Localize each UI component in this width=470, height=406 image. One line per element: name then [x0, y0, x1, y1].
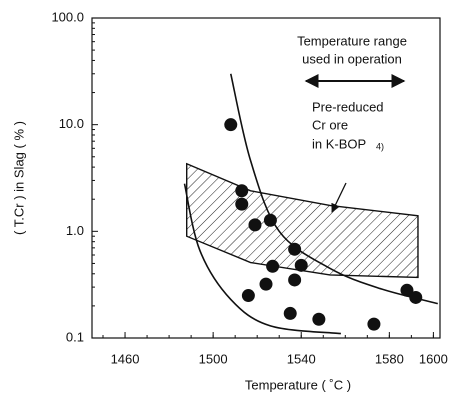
x-tick-label: 1540: [287, 351, 316, 366]
x-tick-label: 1500: [199, 351, 228, 366]
x-tick-label: 1460: [111, 351, 140, 366]
y-axis-label: ( T.Cr ) in Slag ( % ): [11, 121, 26, 235]
y-tick-label: 10.0: [59, 116, 84, 131]
data-point: [248, 218, 262, 232]
data-point: [367, 317, 381, 331]
annotation: used in operation: [302, 51, 402, 66]
data-point: [266, 259, 280, 273]
data-point: [241, 289, 255, 303]
annotation: Cr ore: [312, 117, 348, 132]
x-axis-label: Temperature ( ˚C ): [245, 377, 351, 392]
y-tick-label: 1.0: [66, 223, 84, 238]
data-point: [288, 242, 302, 256]
data-point: [259, 277, 273, 291]
x-tick-label: 1580: [375, 351, 404, 366]
curve: [183, 183, 341, 335]
data-point: [224, 118, 238, 132]
data-point: [288, 273, 302, 287]
data-point: [235, 197, 249, 211]
annotation: in K-BOP: [312, 136, 366, 151]
plot-frame: [91, 17, 441, 339]
data-point: [294, 258, 308, 272]
y-tick-label: 100.0: [51, 9, 84, 24]
data-point: [312, 312, 326, 326]
data-point: [283, 306, 297, 320]
data-point: [409, 290, 423, 304]
data-point: [263, 213, 277, 227]
annotation: Temperature range: [297, 33, 407, 48]
annotation: 4): [376, 141, 384, 151]
data-point: [400, 283, 414, 297]
data-point: [235, 184, 249, 198]
annotation: Pre-reduced: [312, 99, 384, 114]
y-tick-label: 0.1: [66, 329, 84, 344]
x-tick-label: 1600: [419, 351, 448, 366]
